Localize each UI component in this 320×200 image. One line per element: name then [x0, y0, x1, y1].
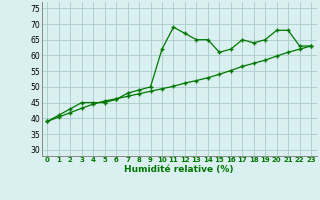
X-axis label: Humidité relative (%): Humidité relative (%)	[124, 165, 234, 174]
